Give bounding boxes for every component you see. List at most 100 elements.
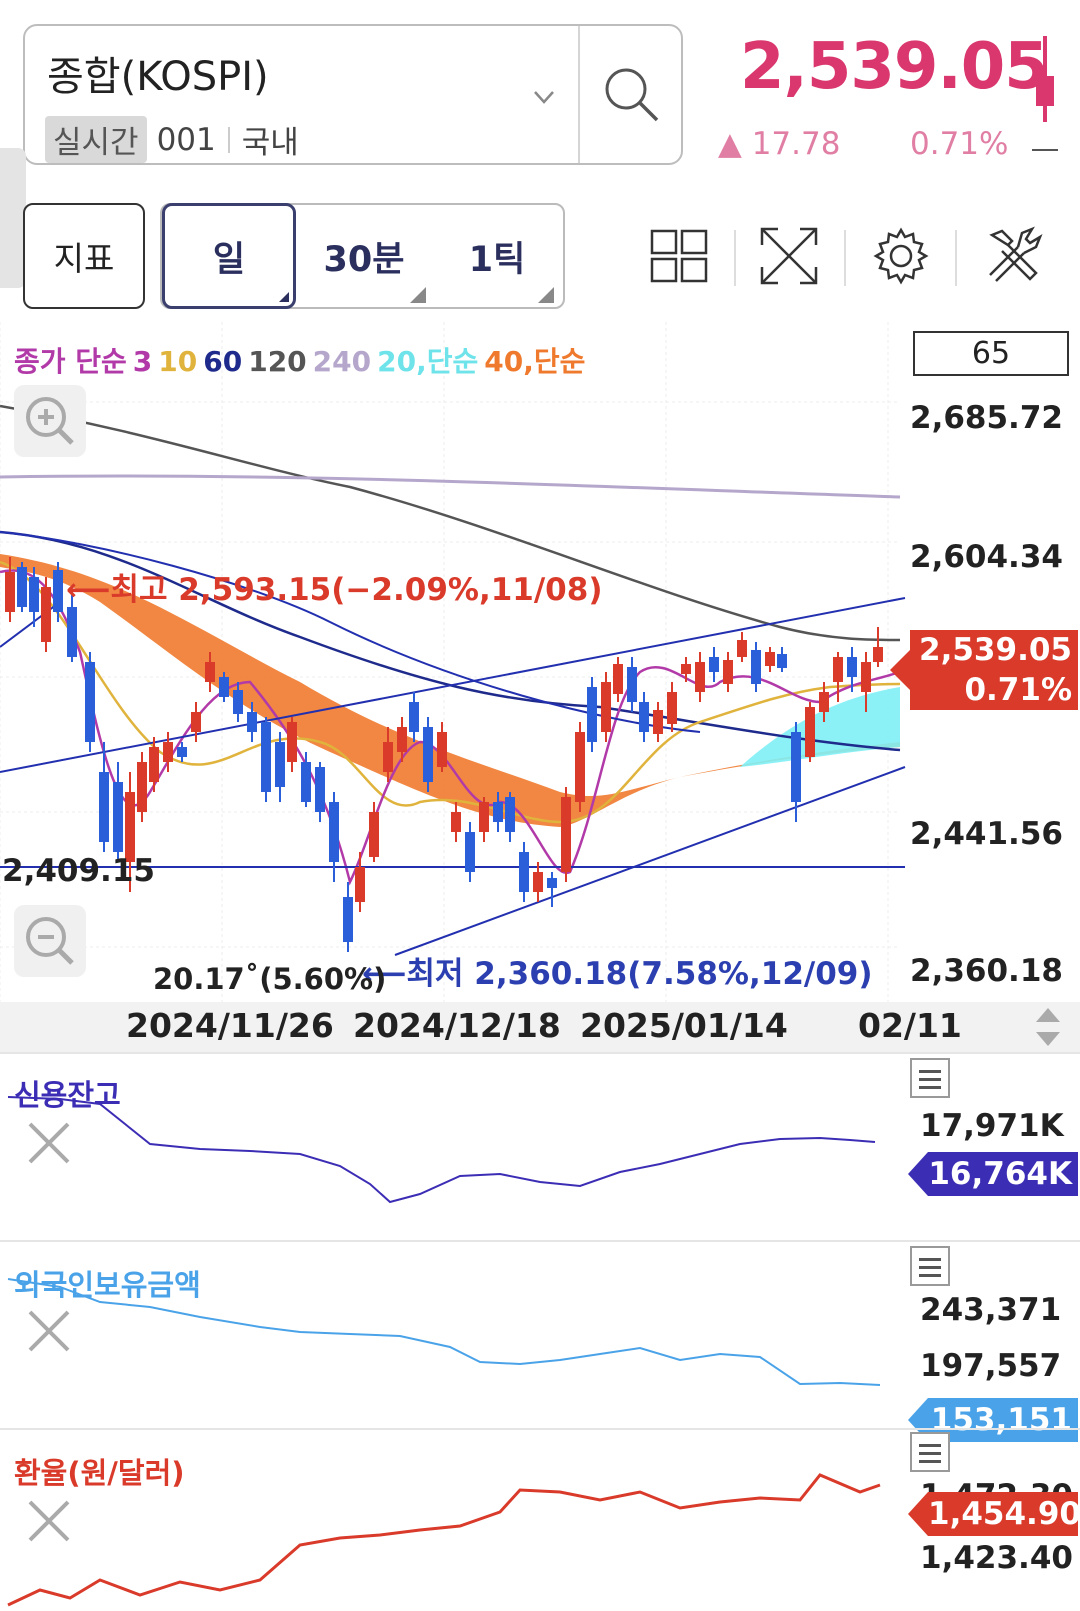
trend-line-lower (394, 766, 906, 956)
candle-body (423, 727, 433, 782)
price-chart[interactable] (0, 322, 1080, 1002)
candle-body (409, 702, 419, 732)
legend-close: 종가 단순 (14, 345, 127, 378)
panel-menu-icon[interactable] (910, 1246, 950, 1286)
high-annotation: ⟵최고 2,593.15(−2.09%,11/08) (66, 572, 603, 608)
candle-body (777, 654, 787, 668)
side-drawer-handle[interactable] (0, 148, 26, 288)
foreign-mid-label: 197,557 (920, 1348, 1062, 1384)
credit-balance-panel[interactable]: 신용잔고 17,971K 16,764K (0, 1052, 1080, 1238)
credit-current-tag: 16,764K (908, 1152, 1078, 1196)
mini-candle-icon (1032, 36, 1058, 151)
candle-body (613, 664, 623, 694)
candle-body (99, 772, 109, 842)
angle-annotation: 20.17˚(5.60%) (153, 962, 387, 996)
scroll-updown-icon[interactable] (1030, 1006, 1066, 1048)
candle-body (847, 657, 857, 677)
chart-legend[interactable]: 종가 단순 3 10 60 120 240 20,단순 40,단순 (14, 340, 591, 380)
candle-body (355, 867, 365, 902)
search-icon (605, 68, 658, 121)
candle-body (723, 660, 733, 684)
close-icon[interactable] (26, 1120, 72, 1166)
candle-body (737, 640, 747, 657)
credit-line (7, 1096, 876, 1204)
current-rate-tag-value: 0.71% (964, 672, 1072, 708)
candle-body (383, 742, 393, 772)
grid-layout-icon[interactable] (648, 225, 710, 287)
stock-search-box[interactable]: 종합(KOSPI) 실시간 001 국내 (23, 24, 683, 165)
stock-sub-info: 실시간 001 국내 (45, 116, 299, 163)
visible-count-box[interactable]: 65 (913, 331, 1069, 376)
fullscreen-icon[interactable] (758, 225, 820, 287)
search-button[interactable] (578, 26, 683, 163)
candle-body (137, 762, 147, 812)
exchange-rate-panel[interactable]: 환율(원/달러) 1,472.30 1,454.90 1,423.40 (0, 1428, 1080, 1611)
ma10-line (0, 560, 901, 824)
gear-icon[interactable] (870, 225, 932, 287)
candle-body (41, 587, 51, 642)
candle-body (873, 647, 883, 662)
candle-body (29, 577, 39, 612)
candle-body (451, 812, 461, 832)
foreign-current-tag: 153,151 (908, 1398, 1078, 1442)
fx-max-label: 1,472.30 (920, 1478, 1073, 1496)
candle-body (67, 607, 77, 657)
close-icon[interactable] (26, 1308, 72, 1354)
candle-body (587, 687, 597, 742)
panel-menu-icon[interactable] (910, 1058, 950, 1098)
close-icon[interactable] (26, 1498, 72, 1544)
candle-body (639, 702, 649, 732)
fx-min-label: 1,423.40 (920, 1540, 1073, 1576)
realtime-badge: 실시간 (45, 116, 147, 163)
candlesticks (5, 557, 883, 952)
indicator-button[interactable]: 지표 (23, 203, 145, 309)
candle-body (125, 792, 135, 862)
foreign-holdings-panel[interactable]: 외국인보유금액 243,371 197,557 153,151 (0, 1240, 1080, 1442)
candle-body (233, 690, 243, 714)
period-30m-button[interactable]: 30분 (300, 205, 428, 307)
current-price: 2,539.05 (740, 30, 1049, 104)
candle-body (505, 797, 515, 832)
period-tick-label: 1틱 (468, 239, 526, 280)
y-axis-label: 2,604.34 (910, 539, 1063, 575)
legend-ma3: 3 (132, 345, 153, 378)
zoom-out-icon (26, 917, 74, 965)
date-label: 2024/11/26 (126, 1006, 334, 1045)
panel-menu-icon[interactable] (910, 1432, 950, 1472)
candle-body (177, 747, 187, 757)
foreign-max-label: 243,371 (920, 1292, 1062, 1328)
date-axis: 2024/11/26 2024/12/18 2025/01/14 02/11 (0, 1002, 1080, 1052)
tools-icon[interactable] (982, 225, 1044, 287)
candle-body (751, 650, 761, 684)
zoom-out-button[interactable] (14, 905, 86, 977)
candle-body (17, 567, 27, 607)
candle-body (493, 802, 503, 822)
legend-ma120: 120 (248, 345, 307, 378)
candle-body (163, 742, 173, 762)
candle-body (479, 802, 489, 832)
chevron-down-icon[interactable] (533, 86, 555, 108)
date-label: 2024/12/18 (353, 1006, 561, 1045)
candle-body (533, 872, 543, 892)
legend-ma20: 20,단순 (377, 345, 479, 378)
date-label: 2025/01/14 (580, 1006, 788, 1045)
candle-body (575, 732, 585, 802)
candle-body (397, 727, 407, 752)
candle-body (791, 732, 801, 802)
divider (955, 230, 957, 286)
zoom-in-button[interactable] (14, 385, 86, 457)
candle-body (695, 662, 705, 692)
date-label: 02/11 (858, 1006, 962, 1045)
candle-body (709, 657, 719, 672)
candle-body (315, 767, 325, 812)
dropdown-corner-icon (538, 287, 554, 303)
period-tick-button[interactable]: 1틱 (432, 205, 562, 307)
candle-body (205, 662, 215, 682)
stock-name: 종합(KOSPI) (47, 54, 269, 100)
dropdown-corner-icon (410, 287, 426, 303)
candle-body (465, 832, 475, 872)
current-price-tag-value: 2,539.05 (919, 632, 1072, 668)
period-day-button[interactable]: 일 (162, 203, 296, 309)
candle-body (519, 852, 529, 892)
legend-ma240: 240 (312, 345, 372, 378)
